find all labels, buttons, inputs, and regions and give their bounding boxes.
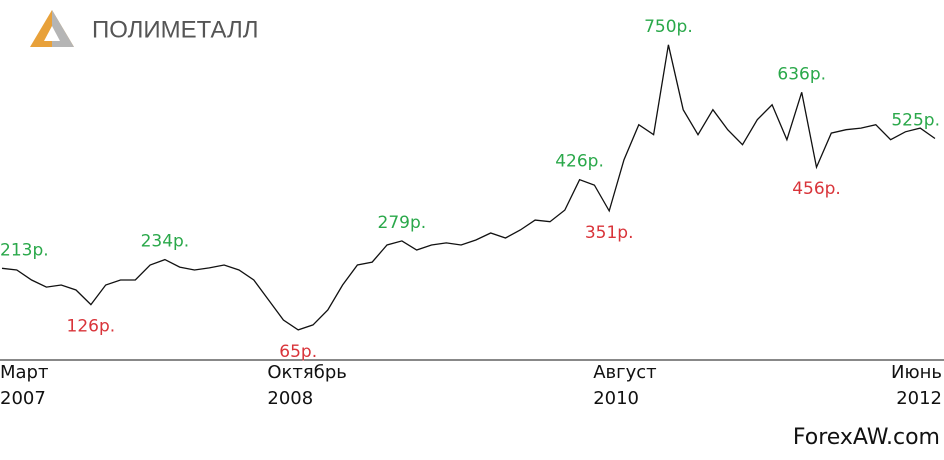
x-tick-label: 2007: [0, 388, 46, 409]
logo: ПОЛИМЕТАЛЛ: [30, 10, 259, 47]
x-tick-label: Август: [593, 362, 656, 383]
value-label: 636р.: [777, 64, 826, 84]
x-tick-label: Октябрь: [267, 362, 347, 383]
value-label: 279р.: [378, 213, 427, 233]
value-label: 525р.: [891, 110, 940, 130]
value-label: 750р.: [644, 17, 693, 37]
value-label: 213р.: [0, 240, 49, 260]
price-line: [1, 44, 936, 331]
value-label: 426р.: [555, 152, 604, 172]
x-tick-label: 2012: [896, 388, 942, 409]
logo-icon: [44, 26, 60, 41]
value-label: 351р.: [585, 223, 634, 243]
value-label: 234р.: [141, 232, 190, 252]
logo-icon: [52, 10, 74, 47]
value-label: 456р.: [792, 179, 841, 199]
x-tick-label: 2008: [267, 388, 313, 409]
logo-text: ПОЛИМЕТАЛЛ: [92, 16, 259, 43]
x-tick-label: Июнь: [891, 362, 942, 383]
value-label: 126р.: [67, 317, 116, 337]
x-tick-label: Март: [0, 362, 48, 383]
x-tick-label: 2010: [593, 388, 639, 409]
watermark: ForexAW.com: [793, 425, 940, 450]
value-label: 65р.: [279, 342, 317, 362]
